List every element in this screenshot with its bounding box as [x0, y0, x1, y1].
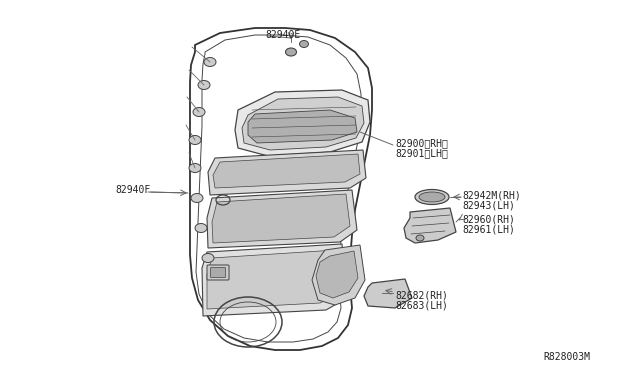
FancyBboxPatch shape [207, 265, 229, 280]
Ellipse shape [189, 164, 201, 173]
Polygon shape [207, 190, 357, 248]
Polygon shape [248, 110, 357, 143]
Text: 82960(RH): 82960(RH) [462, 215, 515, 225]
Ellipse shape [198, 80, 210, 90]
Text: 82682(RH): 82682(RH) [395, 290, 448, 300]
Text: 82940F: 82940F [115, 185, 150, 195]
Ellipse shape [202, 253, 214, 263]
Polygon shape [213, 154, 360, 188]
Text: 82940E: 82940E [265, 30, 300, 40]
Text: 82901〈LH〉: 82901〈LH〉 [395, 148, 448, 158]
Polygon shape [316, 251, 358, 298]
FancyBboxPatch shape [211, 267, 225, 278]
Ellipse shape [415, 189, 449, 205]
Text: 82943(LH): 82943(LH) [462, 200, 515, 210]
Ellipse shape [204, 58, 216, 67]
Ellipse shape [416, 235, 424, 241]
Ellipse shape [419, 192, 445, 202]
Polygon shape [202, 244, 347, 316]
Polygon shape [208, 150, 366, 195]
Text: 82961(LH): 82961(LH) [462, 225, 515, 235]
Ellipse shape [195, 224, 207, 232]
Ellipse shape [193, 108, 205, 116]
Text: 82683(LH): 82683(LH) [395, 300, 448, 310]
Polygon shape [312, 245, 365, 305]
Text: R828003M: R828003M [543, 352, 590, 362]
Ellipse shape [300, 41, 308, 48]
Text: 82900〈RH〉: 82900〈RH〉 [395, 138, 448, 148]
Ellipse shape [191, 193, 203, 202]
Ellipse shape [189, 135, 201, 144]
Polygon shape [207, 250, 340, 309]
Polygon shape [364, 279, 412, 308]
Polygon shape [404, 208, 456, 243]
Text: 82942M(RH): 82942M(RH) [462, 190, 521, 200]
Polygon shape [190, 28, 372, 350]
Polygon shape [212, 194, 350, 243]
Ellipse shape [285, 48, 296, 56]
Polygon shape [235, 90, 370, 156]
Polygon shape [242, 97, 364, 150]
